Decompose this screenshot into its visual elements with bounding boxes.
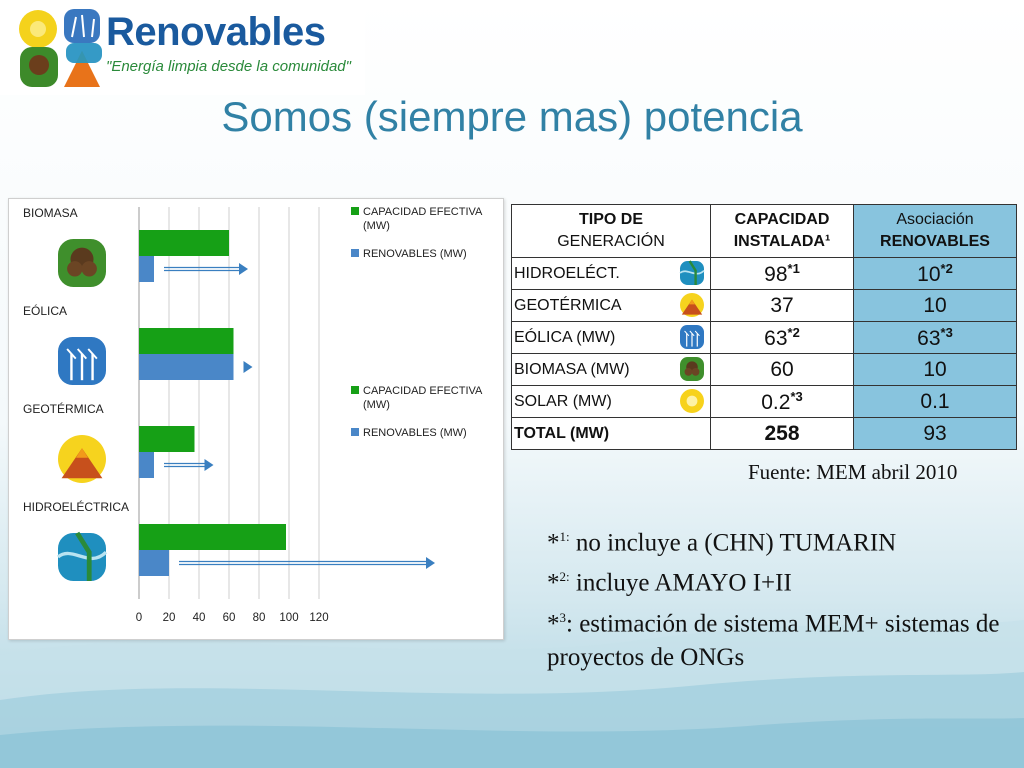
footnotes: *1: no incluye a (CHN) TUMARIN *2: incluy… (547, 520, 1007, 675)
legend-label: CAPACIDAD EFECTIVA (363, 385, 483, 397)
bar (139, 426, 195, 452)
bar (139, 328, 234, 354)
legend-label: (MW) (363, 399, 390, 411)
bar (139, 354, 234, 380)
legend-label: RENOVABLES (MW) (363, 248, 467, 260)
x-tick-label: 120 (309, 612, 328, 624)
cell-capacidad: 60 (710, 353, 854, 386)
cell-capacidad: 63*2 (710, 321, 854, 354)
cell-tipo: SOLAR (MW) (511, 385, 711, 418)
volcano-icon (58, 435, 106, 483)
bar (139, 550, 169, 576)
category-label: BIOMASA (23, 206, 78, 220)
legend: CAPACIDAD EFECTIVA (MW) RENOVABLES (MW) (351, 206, 483, 260)
arrow (164, 263, 248, 275)
water-icon (679, 260, 705, 285)
tree-icon (58, 239, 106, 287)
volcano-icon (680, 293, 704, 317)
cell-capacidad: 258 (710, 417, 854, 450)
cell-tipo: GEOTÉRMICA (511, 289, 711, 322)
x-tick-label: 40 (193, 612, 206, 624)
table-row: SOLAR (MW) 0.2*3 0.1 (511, 385, 1017, 418)
tipo-label: TOTAL (MW) (514, 424, 610, 442)
legend-swatch (351, 249, 359, 257)
tipo-label: HIDROELÉCT. (514, 264, 620, 282)
chart-panel: 0 20 40 60 80 100 120 BIOMASA EÓLICA GEOTÉRMICA HI… (8, 198, 504, 640)
table-header-row: TIPO DE GENERACIÓN CAPACIDAD INSTALADA¹ As… (511, 204, 1017, 258)
cell-capacidad: 37 (710, 289, 854, 322)
cell-tipo: HIDROELÉCT. (511, 257, 711, 290)
cell-tipo: EÓLICA (MW) (511, 321, 711, 354)
generation-table: TIPO DE GENERACIÓN CAPACIDAD INSTALADA¹ As… (511, 204, 1017, 450)
source-note: Fuente: MEM abril 2010 (748, 460, 958, 484)
bar (139, 230, 229, 256)
arrow (164, 459, 214, 471)
arrow (243, 361, 253, 373)
col-header-asociacion: Asociación RENOVABLES (853, 204, 1017, 258)
table-row: GEOTÉRMICA 37 10 (511, 289, 1017, 322)
footnote: *1: no incluye a (CHN) TUMARIN (547, 529, 897, 557)
x-tick-label: 100 (279, 612, 298, 624)
volcano-icon (680, 293, 704, 317)
legend-swatch (351, 428, 359, 436)
renovables-logo-icon (19, 9, 102, 87)
water-icon (679, 260, 705, 285)
tipo-label: BIOMASA (MW) (514, 360, 630, 378)
wind-icon (680, 325, 704, 349)
x-tick-label: 60 (223, 612, 236, 624)
bar (139, 452, 154, 478)
table-row: BIOMASA (MW) 60 10 (511, 353, 1017, 386)
wind-icon (58, 337, 106, 385)
legend-label: (MW) (363, 220, 390, 232)
footnote: *2: incluye AMAYO I+II (547, 569, 792, 597)
cell-tipo: TOTAL (MW) (511, 417, 711, 450)
cell-asociacion: 10 (853, 353, 1017, 386)
legend-label: CAPACIDAD EFECTIVA (363, 206, 483, 218)
category-label: EÓLICA (23, 303, 67, 318)
x-tick-label: 80 (253, 612, 266, 624)
cell-asociacion: 10*2 (853, 257, 1017, 290)
tree-icon (680, 357, 704, 381)
plot-area (138, 207, 320, 599)
cell-asociacion: 0.1 (853, 385, 1017, 418)
tipo-label: SOLAR (MW) (514, 392, 612, 410)
page-title: Somos (siempre mas) potencia (221, 93, 803, 140)
cell-tipo: BIOMASA (MW) (511, 353, 711, 386)
legend: CAPACIDAD EFECTIVA (MW) RENOVABLES (MW) (351, 385, 483, 439)
sun-icon (680, 389, 704, 413)
tree-icon (680, 357, 704, 381)
footnote: *3: estimación de sistema MEM+ sistemas … (547, 609, 1000, 671)
col-header-tipo: TIPO DE GENERACIÓN (511, 204, 711, 258)
bar (139, 256, 154, 282)
water-icon (56, 531, 108, 581)
tipo-label: GEOTÉRMICA (514, 296, 622, 314)
cell-capacidad: 98*1 (710, 257, 854, 290)
arrow (179, 557, 435, 569)
table-row: HIDROELÉCT. 98*1 10*2 (511, 257, 1017, 290)
logo-slogan: "Energía limpia desde la comunidad" (106, 58, 351, 75)
bar-chart: 0 20 40 60 80 100 120 BIOMASA EÓLICA GEOTÉRMICA HI… (23, 206, 483, 624)
cell-asociacion: 93 (853, 417, 1017, 450)
cell-asociacion: 63*3 (853, 321, 1017, 354)
table-row: TOTAL (MW) 258 93 (511, 417, 1017, 450)
logo-name: Renovables (106, 10, 326, 54)
category-label: GEOTÉRMICA (23, 401, 104, 416)
x-tick-label: 0 (136, 612, 142, 624)
legend-swatch (351, 386, 359, 394)
bar (139, 524, 286, 550)
tipo-label: EÓLICA (MW) (514, 328, 616, 346)
legend-label: RENOVABLES (MW) (363, 427, 467, 439)
legend-swatch (351, 207, 359, 215)
logo: Renovables "Energía limpia desde la comu… (0, 0, 365, 95)
x-tick-label: 20 (163, 612, 176, 624)
category-label: HIDROELÉCTRICA (23, 499, 129, 514)
sun-icon (680, 389, 704, 413)
cell-capacidad: 0.2*3 (710, 385, 854, 418)
col-header-capacidad: CAPACIDAD INSTALADA¹ (710, 204, 854, 258)
wind-icon (680, 325, 704, 349)
cell-asociacion: 10 (853, 289, 1017, 322)
table-row: EÓLICA (MW) 63*2 63*3 (511, 321, 1017, 354)
